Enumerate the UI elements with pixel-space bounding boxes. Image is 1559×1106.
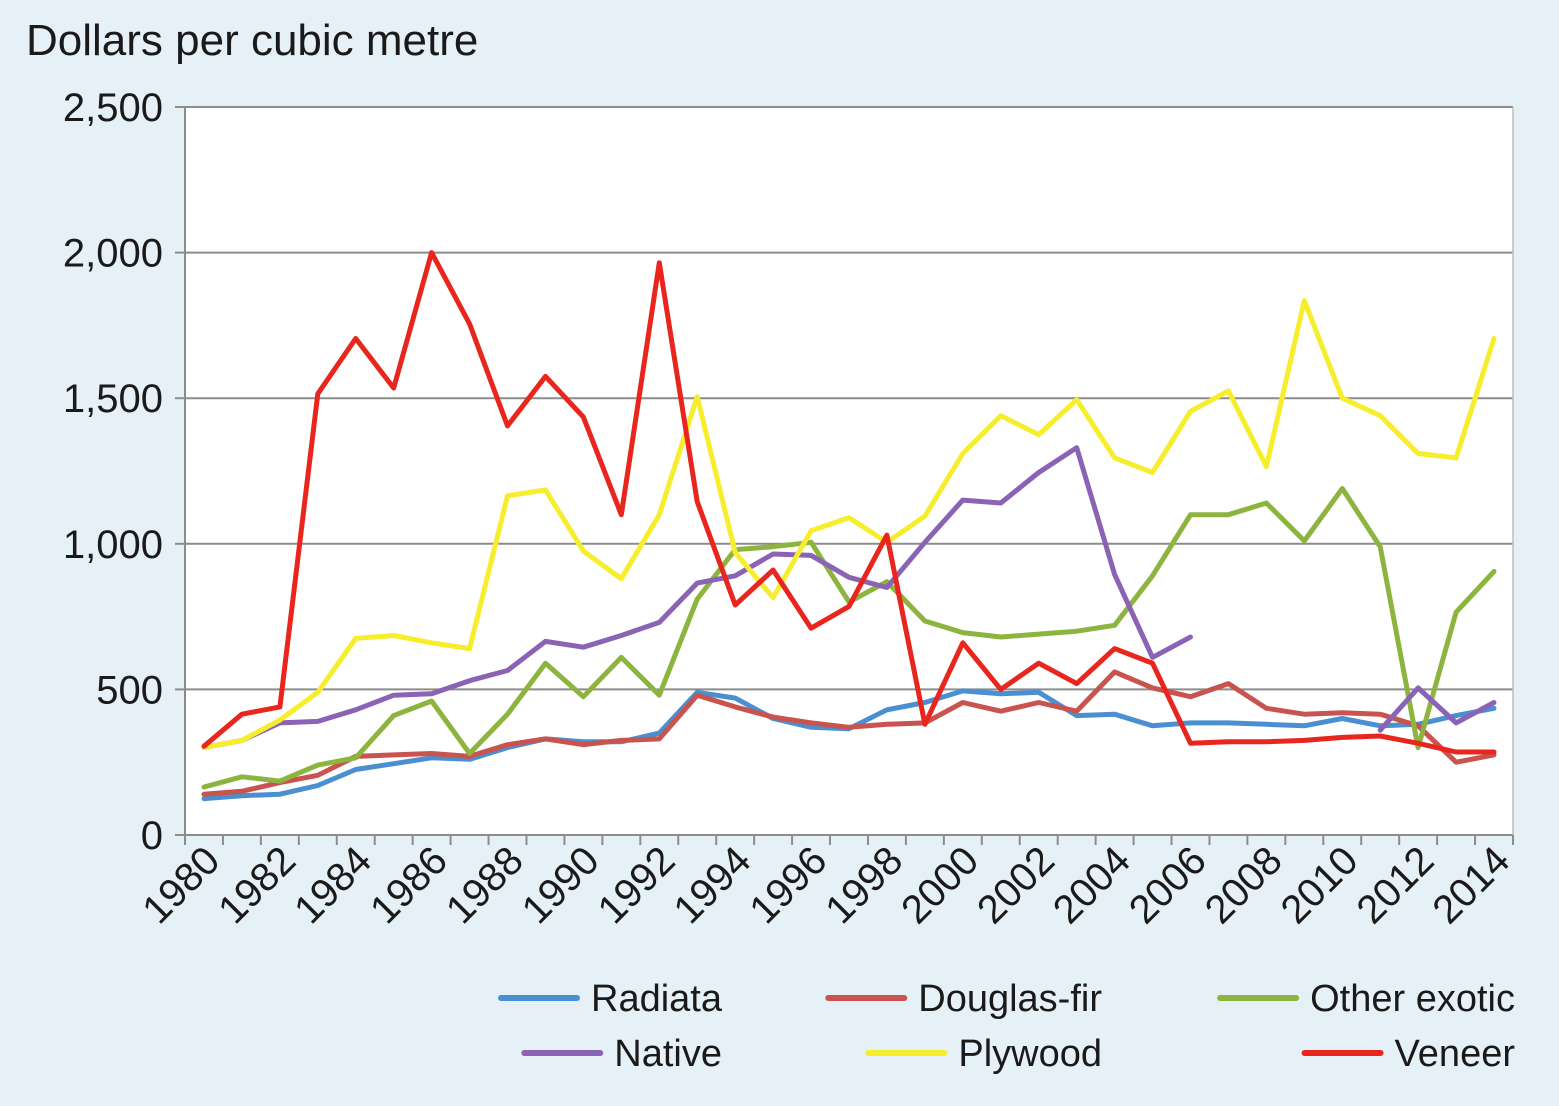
- legend-item: Veneer: [1301, 1033, 1516, 1075]
- legend-item: Radiata: [498, 978, 723, 1020]
- y-tick-label: 2,500: [63, 86, 163, 130]
- y-tick-label: 500: [96, 668, 163, 712]
- gridlines: [185, 106, 1513, 691]
- axes: [175, 106, 1514, 845]
- series-line-native: [201, 445, 1497, 751]
- legend-item: Plywood: [865, 1033, 1102, 1075]
- series-lines: [201, 250, 1497, 802]
- y-tick-labels: 0 500 1,000 1,500 2,000 2,500: [63, 86, 163, 858]
- y-tick-label: 1,000: [63, 523, 163, 567]
- y-tick-label: 0: [141, 814, 163, 858]
- legend-label: Radiata: [591, 978, 723, 1020]
- series-line-douglas-fir: [201, 669, 1497, 797]
- legend: Radiata Douglas-fir Other exotic Native Plyw…: [498, 978, 1516, 1075]
- legend-item: Other exotic: [1217, 978, 1515, 1020]
- y-tick-label: 1,500: [63, 377, 163, 421]
- series-line-veneer: [201, 250, 1497, 755]
- y-axis-title: Dollars per cubic metre: [26, 16, 478, 65]
- legend-label: Other exotic: [1310, 978, 1515, 1020]
- legend-item: Douglas-fir: [825, 978, 1102, 1020]
- legend-item: Native: [521, 1033, 722, 1075]
- legend-label: Plywood: [958, 1033, 1102, 1075]
- series-line-plywood: [201, 298, 1497, 751]
- legend-label: Veneer: [1395, 1033, 1516, 1075]
- legend-label: Native: [614, 1033, 722, 1075]
- y-tick-label: 2,000: [63, 232, 163, 276]
- legend-label: Douglas-fir: [918, 978, 1102, 1020]
